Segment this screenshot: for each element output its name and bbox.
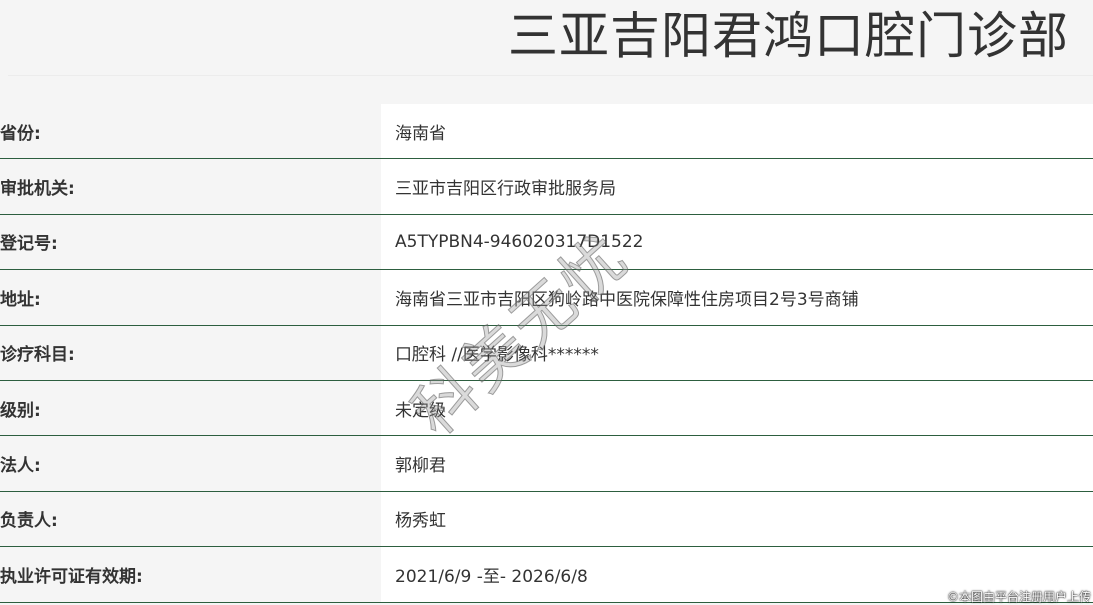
row-label: 诊疗科目: bbox=[0, 325, 381, 380]
divider bbox=[8, 75, 1093, 76]
table-row: 登记号: A5TYPBN4-946020317D1522 bbox=[0, 214, 1093, 271]
upload-credit: ©本图由平台注册用户上传 bbox=[946, 590, 1091, 604]
table-row: 法人: 郭柳君 bbox=[0, 436, 1093, 492]
info-table: 省份: 海南省 审批机关: 三亚市吉阳区行政审批服务局 登记号: A5TYPBN4-9… bbox=[0, 104, 1093, 603]
row-label: 级别: bbox=[0, 380, 381, 436]
row-label: 地址: bbox=[0, 270, 381, 325]
row-value: 口腔科 //医学影像科****** bbox=[381, 325, 1093, 380]
row-value: 郭柳君 bbox=[381, 436, 1093, 491]
table-row: 级别: 未定级 bbox=[0, 380, 1093, 437]
table-row: 地址: 海南省三亚市吉阳区狗岭路中医院保障性住房项目2号3号商铺 bbox=[0, 270, 1093, 326]
table-row: 执业许可证有效期: 2021/6/9 -至- 2026/6/8 bbox=[0, 547, 1093, 603]
row-label: 登记号: bbox=[0, 214, 381, 270]
table-row: 省份: 海南省 bbox=[0, 104, 1093, 160]
page-title: 三亚吉阳君鸿口腔门诊部 bbox=[508, 7, 1069, 65]
table-row: 审批机关: 三亚市吉阳区行政审批服务局 bbox=[0, 159, 1093, 215]
row-value: 未定级 bbox=[381, 380, 1093, 436]
row-label: 执业许可证有效期: bbox=[0, 547, 381, 602]
row-value: 海南省 bbox=[381, 104, 1093, 159]
row-value: 杨秀虹 bbox=[381, 491, 1093, 547]
row-value: 2021/6/9 -至- 2026/6/8 bbox=[381, 547, 1093, 602]
row-label: 省份: bbox=[0, 104, 381, 159]
row-value: 三亚市吉阳区行政审批服务局 bbox=[381, 159, 1093, 214]
row-label: 法人: bbox=[0, 436, 381, 491]
table-row: 诊疗科目: 口腔科 //医学影像科****** bbox=[0, 325, 1093, 381]
row-value: A5TYPBN4-946020317D1522 bbox=[381, 214, 1093, 270]
table-row: 负责人: 杨秀虹 bbox=[0, 491, 1093, 548]
row-label: 负责人: bbox=[0, 491, 381, 547]
row-label: 审批机关: bbox=[0, 159, 381, 214]
row-value: 海南省三亚市吉阳区狗岭路中医院保障性住房项目2号3号商铺 bbox=[381, 270, 1093, 325]
